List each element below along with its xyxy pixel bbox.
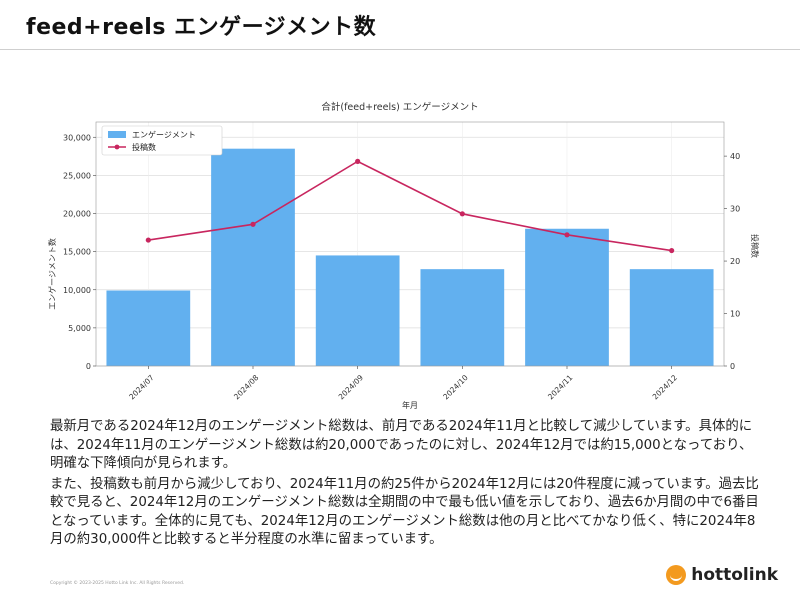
y-tick-label: 20,000 bbox=[63, 210, 91, 219]
legend-label-engagement: エンゲージメント bbox=[132, 130, 196, 140]
analysis-paragraph-1: 最新月である2024年12月のエンゲージメント総数は、前月である2024年11月… bbox=[50, 419, 753, 471]
x-axis-label: 年月 bbox=[402, 400, 418, 410]
posts-point-2024/08 bbox=[250, 221, 256, 227]
posts-point-2024/11 bbox=[564, 232, 570, 238]
x-tick-label-2024/10: 2024/10 bbox=[441, 373, 470, 402]
x-tick-label-2024/08: 2024/08 bbox=[232, 373, 261, 402]
y-tick-label: 25,000 bbox=[63, 171, 91, 180]
bar-2024/07 bbox=[106, 290, 191, 366]
y-tick-label: 10,000 bbox=[63, 286, 91, 295]
bar-2024/08 bbox=[211, 148, 295, 366]
posts-point-2024/09 bbox=[355, 158, 361, 164]
x-tick-label-2024/09: 2024/09 bbox=[337, 373, 366, 402]
chart-title: 合計(feed+reels) エンゲージメント bbox=[321, 101, 478, 113]
bar-2024/11 bbox=[525, 228, 609, 366]
copyright-text: Copyright © 2023-2025 Hotto Link Inc. Al… bbox=[50, 581, 185, 586]
y2-tick-label: 20 bbox=[730, 257, 740, 266]
y-tick-label: 5,000 bbox=[68, 324, 91, 333]
y2-axis-label: 投稿数 bbox=[750, 234, 760, 258]
posts-point-2024/07 bbox=[145, 237, 151, 243]
page-title: feed+reels エンゲージメント数 bbox=[26, 15, 377, 40]
legend-label-posts: 投稿数 bbox=[132, 142, 156, 152]
y-tick-label: 30,000 bbox=[63, 133, 91, 142]
plot-frame bbox=[95, 121, 725, 367]
y-tick-label: 15,000 bbox=[63, 248, 91, 257]
bar-2024/12 bbox=[629, 269, 714, 366]
x-tick-label-2024/12: 2024/12 bbox=[651, 373, 680, 402]
bar-2024/09 bbox=[315, 255, 400, 366]
x-tick-label-2024/07: 2024/07 bbox=[127, 373, 156, 402]
posts-point-2024/10 bbox=[459, 211, 465, 217]
analysis-text: 最新月である2024年12月のエンゲージメント総数は、前月である2024年11月… bbox=[50, 418, 762, 550]
bar-2024/10 bbox=[420, 269, 505, 366]
chart-container: 合計(feed+reels) エンゲージメント エンゲージメント数 投稿数 年月… bbox=[0, 92, 800, 412]
posts-point-2024/12 bbox=[669, 247, 675, 254]
y-tick-label: 0 bbox=[86, 362, 91, 371]
brand-logo: hottolink bbox=[666, 565, 778, 585]
hottolink-logo-icon bbox=[666, 565, 687, 585]
y2-tick-label: 40 bbox=[730, 152, 740, 161]
bar-series bbox=[106, 148, 714, 366]
page-header: feed+reels エンゲージメント数 bbox=[0, 0, 800, 50]
legend-line-marker bbox=[114, 144, 120, 150]
engagement-chart: 合計(feed+reels) エンゲージメント エンゲージメント数 投稿数 年月… bbox=[47, 101, 760, 410]
legend-box bbox=[101, 125, 223, 156]
analysis-paragraph-2: また、投稿数も前月から減少しており、2024年11月の約25件から2024年12… bbox=[50, 476, 759, 548]
y-axis-label: エンゲージメント数 bbox=[47, 238, 57, 310]
legend-bar-swatch bbox=[108, 131, 126, 138]
x-tick-label-2024/11: 2024/11 bbox=[546, 373, 575, 402]
y2-tick-label: 0 bbox=[730, 362, 735, 371]
y2-tick-label: 10 bbox=[730, 310, 740, 319]
posts-line bbox=[148, 160, 672, 252]
y2-tick-label: 30 bbox=[730, 205, 740, 214]
brand-name: hottolink bbox=[691, 565, 778, 585]
line-series bbox=[145, 158, 675, 254]
